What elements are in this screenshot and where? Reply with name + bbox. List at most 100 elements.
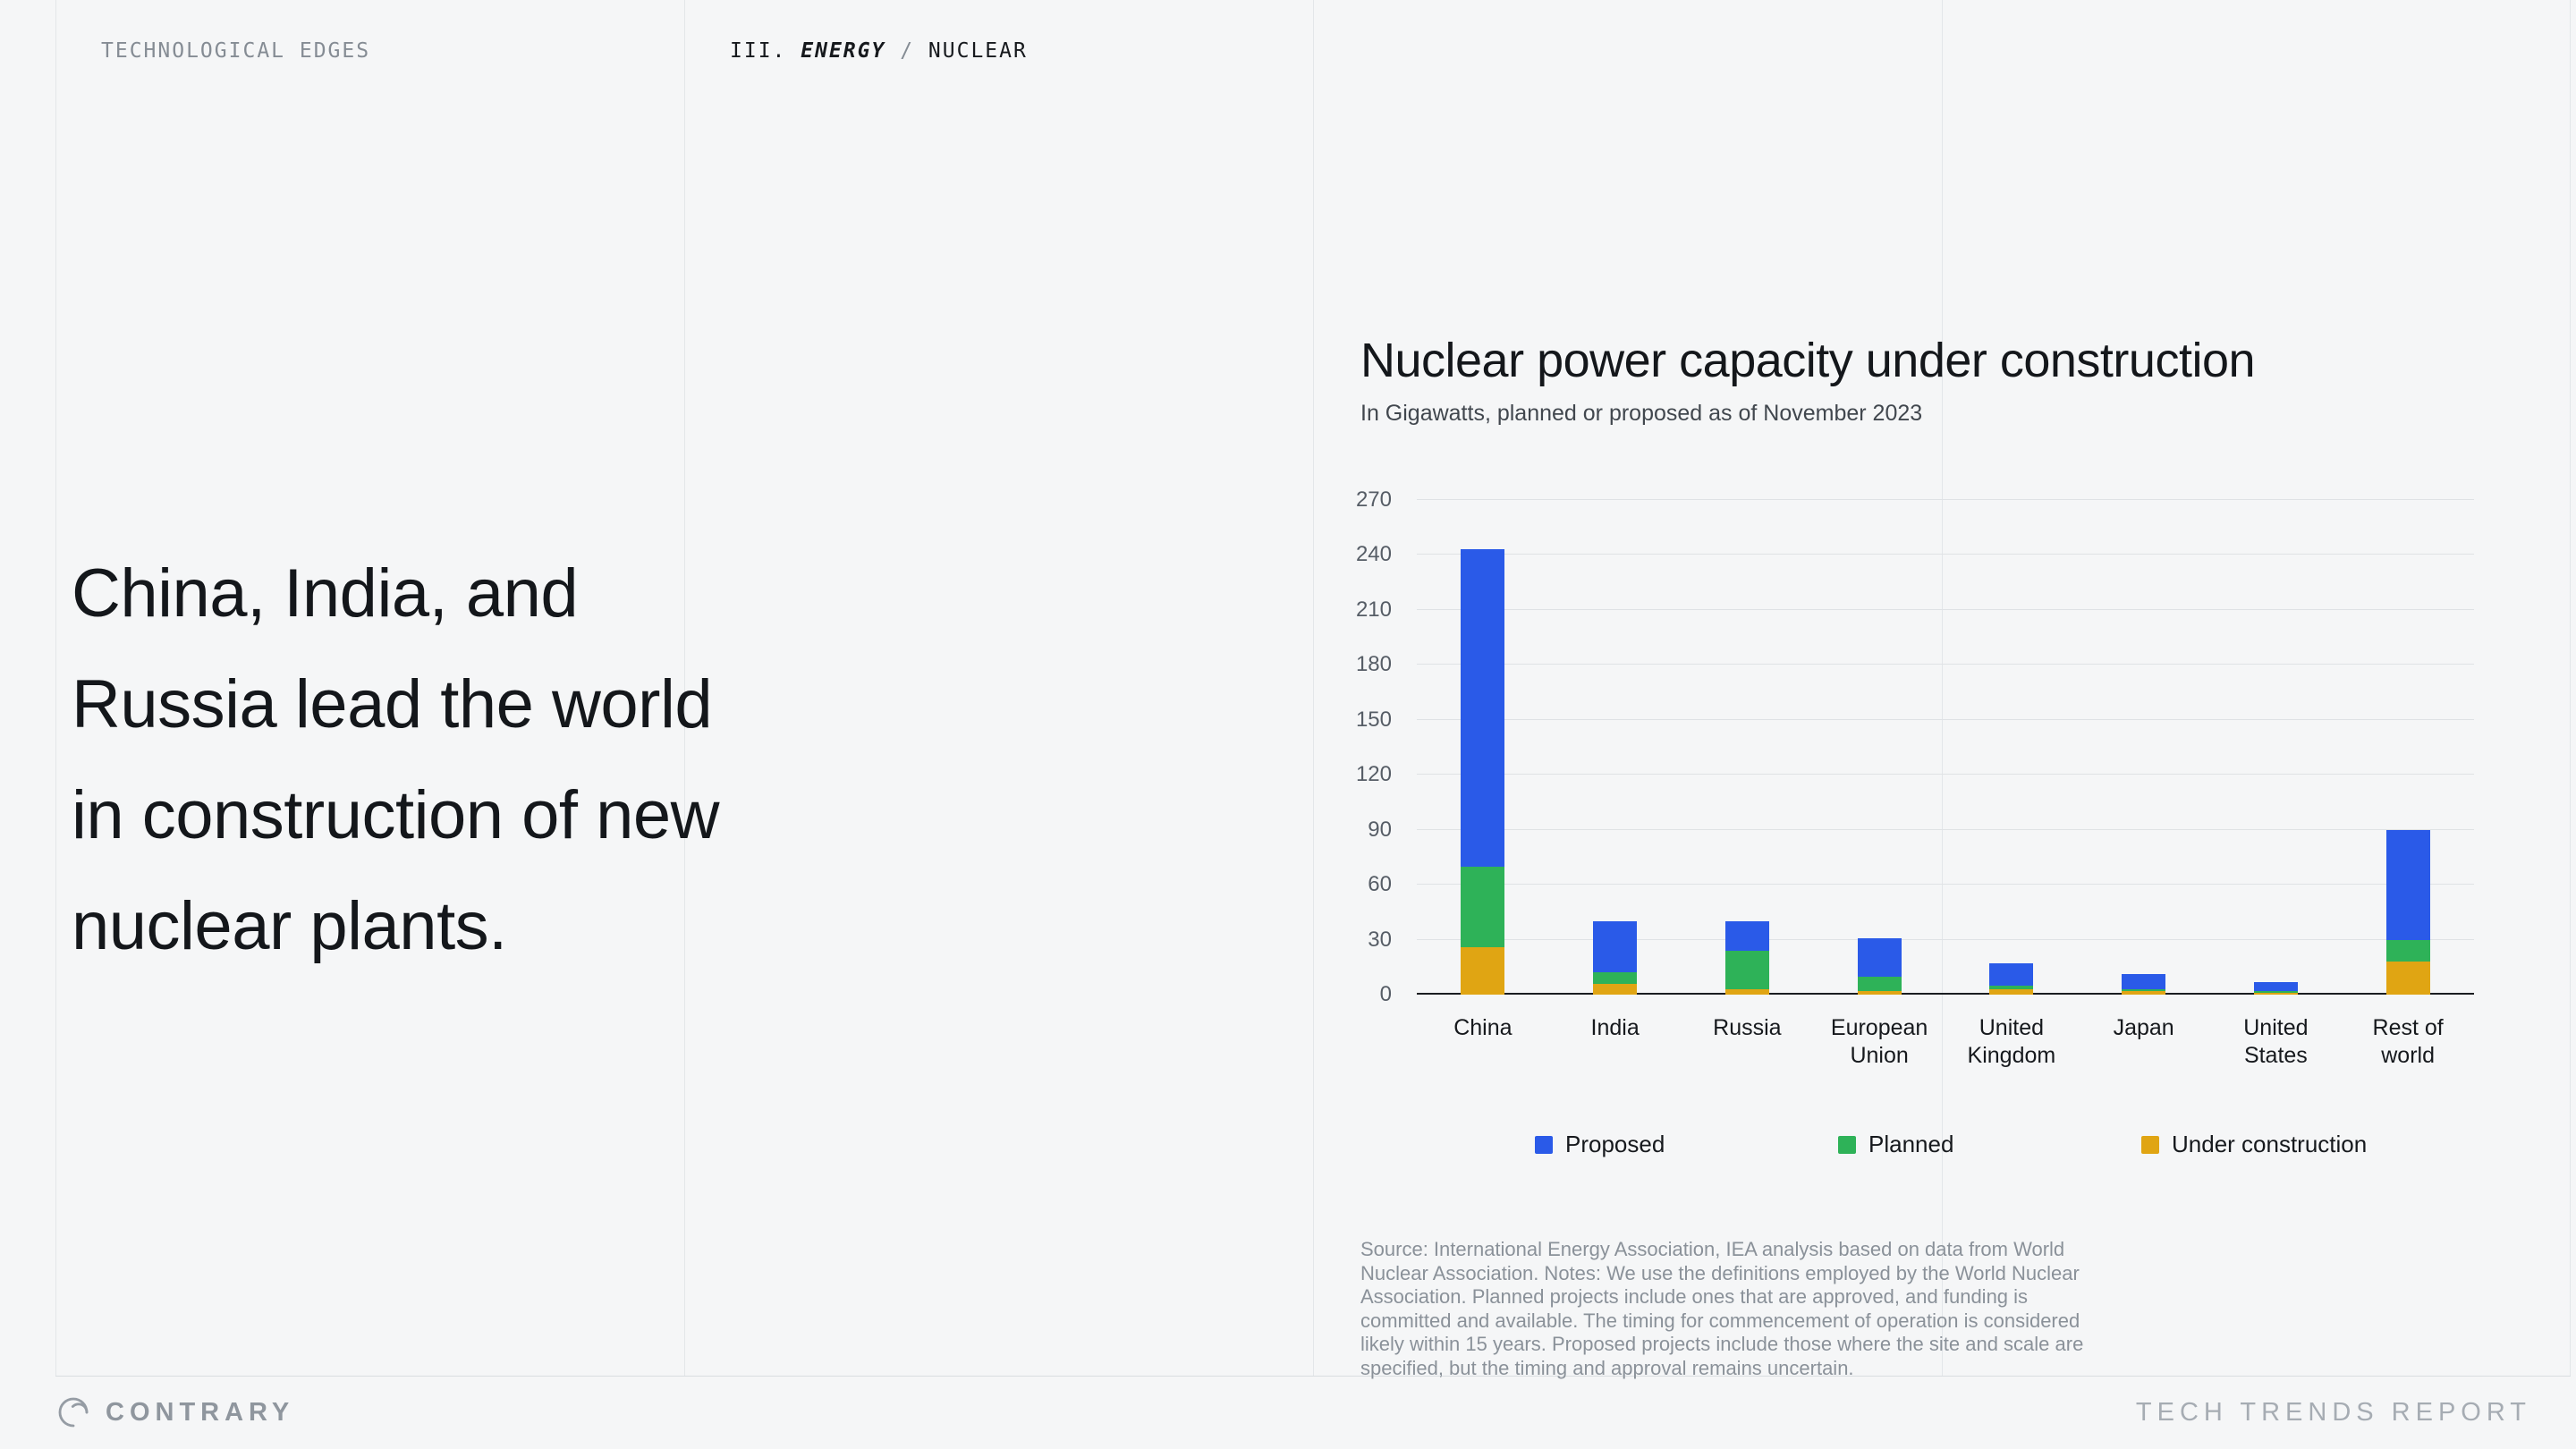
segment-planned <box>2122 988 2166 991</box>
bars <box>1417 500 2474 995</box>
segment-under-construction <box>2253 992 2298 995</box>
legend-label: Planned <box>1868 1131 1954 1157</box>
segment-under-construction <box>1724 988 1769 995</box>
bar-rest-of-world <box>2385 829 2430 995</box>
bar-slot <box>2078 500 2210 995</box>
y-tick-label: 60 <box>1368 872 1392 897</box>
x-tick-label: India <box>1590 1015 1640 1040</box>
x-tick-label: United Kingdom <box>1967 1015 2056 1068</box>
gridline <box>1417 499 2474 500</box>
bar-slot <box>2210 500 2343 995</box>
segment-under-construction <box>1857 990 1902 995</box>
bar-slot <box>1417 500 1549 995</box>
legend-item-planned: Planned <box>1838 1131 1953 1158</box>
gridline <box>1417 938 2474 940</box>
breadcrumb-page: NUCLEAR <box>928 39 1028 63</box>
segment-planned <box>1593 972 1638 984</box>
gridline <box>1417 718 2474 720</box>
segment-planned <box>1989 985 2034 989</box>
plot-area <box>1417 499 2474 995</box>
column-divider <box>2570 0 2571 1376</box>
segment-under-construction <box>2385 962 2430 995</box>
brand-name: CONTRARY <box>106 1397 295 1427</box>
chart-legend: Proposed Planned Under construction <box>1342 1131 2540 1159</box>
y-tick-label: 0 <box>1379 982 1392 1006</box>
y-tick-label: 240 <box>1355 542 1392 567</box>
gridline <box>1417 774 2474 775</box>
segment-proposed <box>2253 981 2298 991</box>
x-tick-label: European Union <box>1830 1015 1928 1068</box>
segment-under-construction <box>1461 946 1505 995</box>
legend-item-under-construction: Under construction <box>2141 1131 2367 1158</box>
segment-planned <box>1724 950 1769 989</box>
bar-slot <box>1813 500 1945 995</box>
segment-planned <box>1461 866 1505 947</box>
breadcrumb-separator: / <box>900 39 915 63</box>
gridline <box>1417 608 2474 610</box>
gridline <box>1417 554 2474 555</box>
bar-united-states <box>2253 981 2298 995</box>
legend-swatch <box>1838 1135 1856 1154</box>
segment-proposed <box>1461 549 1505 867</box>
footer-divider <box>55 1376 2571 1377</box>
segment-proposed <box>1724 921 1769 951</box>
column-divider <box>1313 0 1314 1376</box>
gridline <box>1417 884 2474 886</box>
brand: CONTRARY <box>55 1394 294 1430</box>
bar-slot <box>1682 500 1814 995</box>
x-axis-line <box>1417 993 2474 995</box>
y-tick-label: 120 <box>1355 762 1392 787</box>
bar-european-union <box>1857 937 1902 995</box>
y-tick-label: 90 <box>1368 817 1392 842</box>
column-divider <box>1942 0 1943 1376</box>
bar-slot <box>1945 500 2078 995</box>
segment-planned <box>1857 976 1902 991</box>
y-tick-label: 150 <box>1355 707 1392 732</box>
column-divider <box>684 0 685 1376</box>
segment-proposed <box>1989 963 2034 986</box>
bar-slot <box>2342 500 2474 995</box>
page-title: China, India, and Russia lead the world … <box>72 555 720 964</box>
footer: CONTRARY TECH TRENDS REPORT <box>55 1376 2531 1449</box>
breadcrumb: III. ENERGY / NUCLEAR <box>730 39 1028 63</box>
chart-title: Nuclear power capacity under constructio… <box>1360 334 2256 387</box>
legend-label: Proposed <box>1565 1131 1665 1157</box>
y-tick-label: 30 <box>1368 927 1392 952</box>
segment-proposed <box>1857 937 1902 977</box>
segment-planned <box>2385 939 2430 962</box>
x-tick-label: United States <box>2243 1015 2309 1068</box>
x-tick-label: Russia <box>1713 1015 1782 1040</box>
legend-swatch <box>1535 1135 1553 1154</box>
x-tick-label: Rest of world <box>2372 1015 2444 1068</box>
segment-proposed <box>2122 974 2166 989</box>
x-tick-label: Japan <box>2113 1015 2174 1040</box>
column-divider <box>55 0 56 1376</box>
bar-united-kingdom <box>1989 963 2034 995</box>
y-tick-label: 180 <box>1355 652 1392 677</box>
y-tick-label: 210 <box>1355 597 1392 622</box>
segment-under-construction <box>2122 990 2166 995</box>
y-axis: 0 30 60 90 120 150 180 210 240 270 <box>1342 487 1392 1006</box>
y-tick-label: 270 <box>1355 487 1392 512</box>
bar-slot <box>1549 500 1682 995</box>
gridline <box>1417 664 2474 665</box>
breadcrumb-category: ENERGY <box>801 39 886 63</box>
legend-item-proposed: Proposed <box>1535 1131 1665 1158</box>
segment-under-construction <box>1989 988 2034 995</box>
segment-under-construction <box>1593 983 1638 995</box>
chart: Nuclear power capacity under constructio… <box>1342 333 2540 1449</box>
bar-china <box>1461 549 1505 995</box>
bar-india <box>1593 921 1638 995</box>
segment-planned <box>2253 990 2298 993</box>
contrary-logo-icon <box>55 1394 91 1430</box>
report-title: TECH TRENDS REPORT <box>2135 1397 2531 1427</box>
x-tick-label: China <box>1453 1015 1513 1040</box>
bar-japan <box>2122 974 2166 995</box>
gridline <box>1417 828 2474 830</box>
source-note: Source: International Energy Association… <box>1360 1238 2084 1379</box>
breadcrumb-section: III. <box>730 39 787 63</box>
x-axis-labels: China India Russia European Union United Kin… <box>1417 1014 2474 1070</box>
bar-russia <box>1724 921 1769 995</box>
legend-swatch <box>2141 1135 2159 1154</box>
